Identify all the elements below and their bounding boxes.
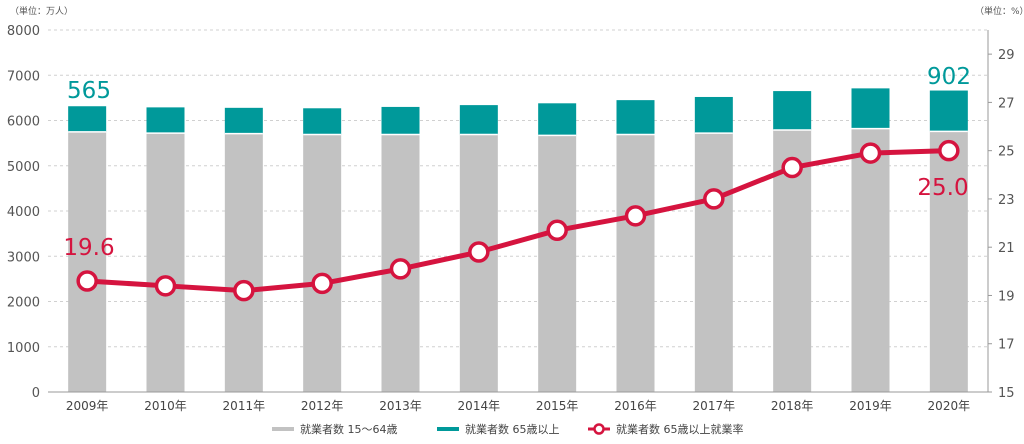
bar-65-plus	[773, 91, 812, 131]
bar-65-plus	[616, 100, 655, 135]
rate-point	[76, 270, 98, 292]
bar-65-plus	[929, 90, 968, 132]
rate-point	[938, 139, 960, 162]
right-tick-label: 15	[998, 386, 1015, 401]
x-category-label: 2009年	[66, 399, 109, 413]
x-category-label: 2018年	[771, 399, 814, 413]
left-axis-unit: （単位：万人）	[10, 5, 73, 17]
x-category-label: 2015年	[536, 399, 579, 413]
x-category-label: 2017年	[693, 399, 736, 413]
bar-15-64	[68, 131, 107, 392]
annotation-first-teal: 565	[67, 78, 111, 104]
x-category-label: 2020年	[928, 399, 971, 413]
bar-65-plus	[381, 106, 420, 135]
rate-point	[546, 219, 568, 242]
left-tick-label: 8000	[7, 24, 40, 39]
left-tick-label: 3000	[7, 250, 40, 265]
rate-point	[233, 279, 255, 302]
x-category-label: 2019年	[849, 399, 892, 413]
rate-line	[87, 148, 949, 294]
left-tick-label: 7000	[7, 69, 40, 84]
bar-65-plus	[694, 96, 733, 134]
left-tick-label: 2000	[7, 296, 40, 311]
rate-point	[781, 156, 803, 179]
right-tick-label: 17	[998, 338, 1015, 353]
left-tick-label: 1000	[7, 341, 40, 356]
annotation-last-line: 25.0	[917, 175, 968, 201]
bar-15-64	[146, 133, 185, 393]
rate-point	[311, 272, 333, 295]
bar-65-plus	[146, 107, 185, 134]
legend-label: 就業者数 15～64歳	[300, 422, 398, 436]
bar-15-64	[303, 134, 342, 392]
bar-15-64	[616, 134, 655, 392]
bar-series	[68, 88, 968, 393]
legend-swatch-point	[593, 423, 605, 435]
right-tick-label: 27	[998, 96, 1015, 111]
left-tick-label: 0	[32, 386, 40, 401]
right-tick-label: 25	[998, 145, 1015, 160]
rate-line-series	[76, 139, 960, 302]
right-tick-label: 21	[998, 241, 1015, 256]
bar-15-64	[851, 128, 890, 392]
rate-point	[703, 188, 725, 210]
left-tick-label: 5000	[7, 160, 40, 175]
rate-point	[624, 205, 647, 227]
x-category-label: 2013年	[379, 399, 422, 413]
left-tick-label: 6000	[7, 115, 40, 130]
bar-65-plus	[538, 103, 577, 136]
x-category-label: 2012年	[301, 399, 344, 413]
rate-point	[468, 241, 490, 263]
right-axis-unit: （単位：%）	[975, 5, 1024, 17]
x-category-label: 2011年	[223, 399, 266, 413]
bar-15-64	[538, 135, 577, 392]
bar-65-plus	[68, 106, 107, 132]
x-category-label: 2016年	[614, 399, 657, 413]
legend-label: 就業者数 65歳以上就業率	[616, 422, 744, 436]
bar-65-plus	[851, 88, 890, 129]
bar-15-64	[694, 133, 733, 393]
right-tick-label: 19	[998, 289, 1015, 304]
right-tick-label: 23	[998, 193, 1015, 208]
left-tick-label: 4000	[7, 205, 40, 220]
bar-15-64	[224, 133, 263, 392]
bar-65-plus	[224, 107, 263, 134]
right-tick-label: 29	[998, 48, 1015, 63]
legend: 就業者数 15～64歳 就業者数 65歳以上 就業者数 65歳以上就業率	[272, 422, 744, 436]
legend-swatch-teal	[437, 427, 459, 431]
left-axis-ticks: 0 1000 2000 3000 4000 5000 6000 7000 8000	[7, 24, 40, 401]
annotation-first-line: 19.6	[63, 235, 114, 261]
rate-point	[154, 275, 177, 297]
x-category-label: 2014年	[458, 399, 501, 413]
annotation-last-teal: 902	[927, 64, 971, 90]
x-category-label: 2010年	[144, 399, 187, 413]
x-axis-categories: 2009年 2010年 2011年 2012年 2013年 2014年 2015年 2016年…	[66, 399, 970, 413]
right-axis-ticks: 15 17 19 21 23 25 27 29	[988, 48, 1015, 401]
bar-15-64	[929, 131, 968, 393]
bar-65-plus	[303, 108, 342, 135]
rate-point	[389, 258, 412, 280]
legend-swatch-gray	[272, 427, 294, 431]
rate-point	[859, 142, 882, 164]
bar-15-64	[459, 134, 498, 392]
legend-label: 就業者数 65歳以上	[465, 422, 560, 436]
gridlines	[48, 29, 988, 348]
bar-65-plus	[459, 105, 498, 135]
